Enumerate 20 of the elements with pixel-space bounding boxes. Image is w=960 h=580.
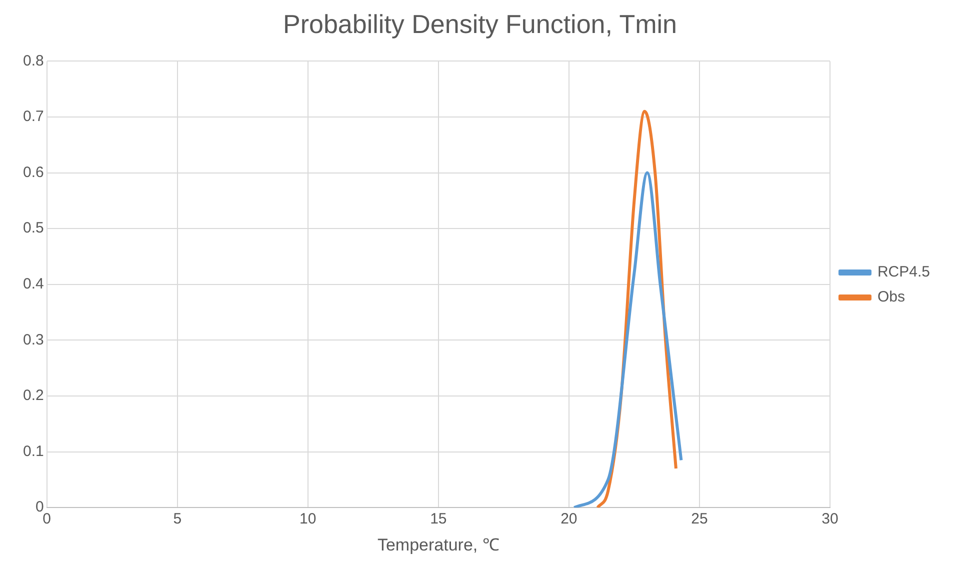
x-tick-label: 10 [300,510,316,528]
x-tick-label: 15 [430,510,447,528]
y-tick-label: 0.5 [22,220,44,237]
chart-title: Probability Density Function, Tmin [282,8,678,39]
x-axis-title: Temperature, ℃ [377,535,500,554]
x-tick-label: 25 [691,510,708,528]
legend-label: RCP4.5 [877,264,930,281]
y-tick-label: 0.7 [22,108,44,126]
y-tick-label: 0.2 [22,387,44,404]
y-tick-label: 0.6 [22,164,44,181]
x-tick-label: 20 [560,510,578,528]
x-tick-label: 30 [822,510,838,528]
y-tick-label: 0 [36,498,44,516]
y-tick-label: 0.4 [22,276,44,293]
line-series [572,171,683,508]
y-tick-label: 0.8 [22,52,44,70]
legend-label: Obs [877,288,905,306]
y-tick-label: 0.3 [22,331,44,348]
y-tick-label: 0.1 [22,442,44,460]
x-tick-label: 5 [173,510,182,528]
